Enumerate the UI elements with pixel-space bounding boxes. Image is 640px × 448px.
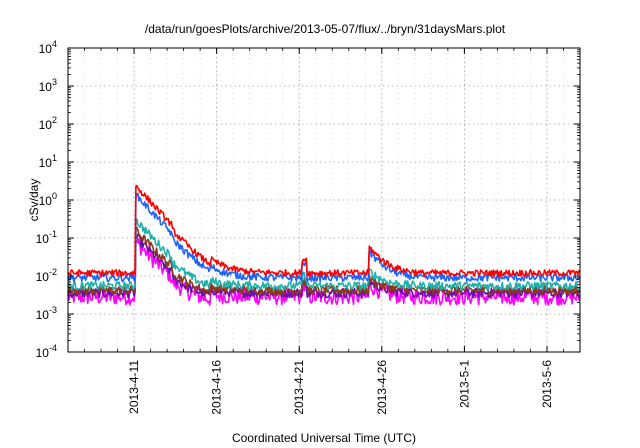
y-tick-label: 10-4 [36, 343, 57, 360]
x-tick-label: 2013-4-11 [127, 360, 141, 414]
grid-lines [68, 47, 580, 353]
chart-title: /data/run/goesPlots/archive/2013-05-07/f… [145, 22, 506, 36]
series-line [67, 218, 581, 291]
x-tick-label: 2013-4-21 [292, 360, 306, 415]
series-layer [67, 184, 581, 306]
y-tick-label: 104 [39, 39, 57, 56]
x-tick-label: 2013-5-6 [540, 360, 554, 408]
y-tick-label: 100 [39, 191, 57, 208]
y-tick-label: 10-3 [36, 305, 57, 322]
y-tick-label: 101 [39, 153, 57, 170]
x-tick-label: 2013-5-1 [457, 360, 471, 408]
series-line [67, 184, 581, 277]
y-tick-label: 103 [39, 77, 57, 94]
x-axis-label: Coordinated Universal Time (UTC) [232, 431, 416, 445]
series-line [67, 192, 581, 283]
y-tick-label: 102 [39, 115, 57, 132]
y-tick-label: 10-2 [36, 267, 57, 284]
axes-layer: 10-4 10-3 10-2 10-1 100 101 102 103 104 2013-4-11… [36, 39, 581, 415]
y-tick-label: 10-1 [36, 229, 57, 246]
x-tick-label: 2013-4-16 [210, 360, 224, 415]
x-tick-label: 2013-4-26 [375, 360, 389, 415]
y-axis-label: cSv/day [27, 179, 41, 222]
